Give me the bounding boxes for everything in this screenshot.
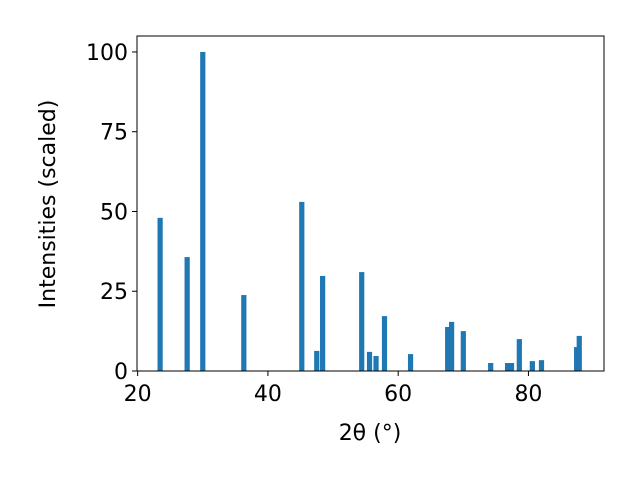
bar <box>157 217 163 371</box>
bar <box>366 351 373 371</box>
bar <box>529 361 535 371</box>
bar <box>508 363 515 371</box>
bar <box>184 257 190 371</box>
x-axis-label: 2θ (°) <box>339 421 402 446</box>
bar <box>320 275 326 371</box>
x-tick-label: 60 <box>384 382 412 407</box>
y-tick-label: 75 <box>100 121 128 146</box>
bar <box>314 350 320 371</box>
bar <box>359 272 365 371</box>
y-tick-label: 0 <box>114 360 128 385</box>
bar <box>373 356 379 371</box>
bar <box>488 363 494 371</box>
bar <box>407 354 414 371</box>
bar <box>516 339 522 371</box>
bar <box>448 321 455 371</box>
y-tick-label: 100 <box>86 41 128 66</box>
bar <box>538 360 545 371</box>
y-axis-label: Intensities (scaled) <box>36 100 61 309</box>
bar <box>460 331 466 371</box>
x-tick-label: 80 <box>514 382 542 407</box>
x-tick-label: 40 <box>254 382 282 407</box>
bar <box>241 295 247 371</box>
bar <box>299 201 305 371</box>
y-tick-label: 50 <box>100 200 128 225</box>
bar <box>504 363 511 371</box>
bar <box>381 316 388 371</box>
x-tick-label: 20 <box>124 382 152 407</box>
bar <box>576 335 582 371</box>
bar <box>200 51 206 371</box>
y-tick-label: 25 <box>100 280 128 305</box>
bar <box>445 326 451 371</box>
axes-frame <box>136 35 605 372</box>
